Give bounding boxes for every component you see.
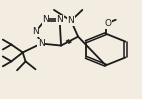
Text: N: N bbox=[38, 39, 45, 48]
Text: N: N bbox=[32, 27, 39, 36]
Text: N: N bbox=[56, 15, 63, 24]
Text: N: N bbox=[68, 16, 74, 25]
Text: O: O bbox=[105, 19, 112, 28]
Text: N: N bbox=[42, 15, 49, 24]
